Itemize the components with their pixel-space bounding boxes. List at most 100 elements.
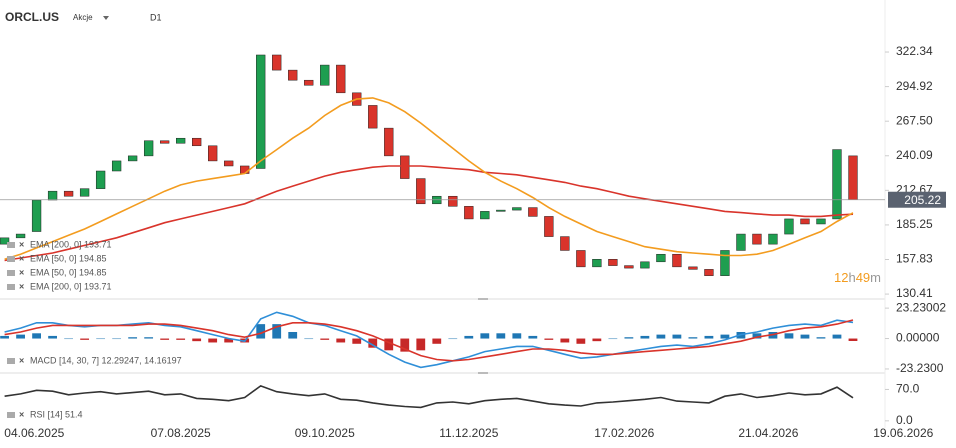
candle — [768, 233, 778, 245]
histogram-bar — [80, 338, 90, 340]
candle — [736, 233, 746, 251]
legend-icon — [7, 242, 15, 248]
candle — [656, 253, 666, 263]
histogram-bar — [288, 331, 298, 339]
panel-handle[interactable] — [478, 298, 488, 300]
countdown-part: m — [870, 270, 881, 285]
histogram-bar — [448, 338, 458, 340]
x-tick-label: 11.12.2025 — [439, 426, 498, 440]
histogram-bar — [0, 335, 9, 339]
legend-close: × — [19, 267, 24, 277]
countdown-part: 49 — [856, 270, 870, 285]
candle — [848, 155, 858, 200]
histogram-bar — [112, 338, 122, 340]
candle — [464, 206, 474, 220]
histogram-bar — [384, 338, 394, 351]
histogram-bar — [256, 324, 266, 339]
y-tick-label: 240.09 — [896, 148, 933, 162]
legend-icon — [7, 256, 15, 262]
macd-line — [4, 311, 854, 369]
candle — [576, 250, 586, 268]
histogram-bar — [784, 333, 794, 339]
legend-icon — [7, 358, 15, 364]
histogram-bar — [480, 333, 490, 339]
candle — [143, 140, 154, 157]
histogram-bar — [368, 338, 378, 348]
candle — [159, 140, 170, 144]
candle — [192, 137, 202, 147]
legend-icon — [7, 284, 15, 290]
legend-close: × — [19, 281, 24, 291]
macd-line — [4, 319, 854, 362]
histogram-bar — [176, 338, 186, 340]
histogram-bar — [48, 335, 57, 339]
histogram-bar — [336, 338, 346, 343]
candle — [111, 160, 122, 172]
legend-entry: EMA [200, 0] 193.71 — [30, 239, 112, 249]
ema-line — [4, 165, 854, 262]
histogram-bar — [816, 337, 826, 339]
x-tick-label: 17.02.2026 — [594, 426, 654, 440]
histogram-bar — [128, 337, 138, 339]
candle — [384, 127, 394, 157]
y-tick-label: 23.23002 — [896, 300, 946, 314]
legend-icon — [7, 270, 15, 276]
candle — [560, 236, 570, 251]
histogram-bar — [560, 338, 570, 343]
y-tick-label: 0.00000 — [896, 331, 940, 345]
candle — [688, 266, 698, 270]
candle — [63, 190, 74, 197]
candle — [127, 155, 138, 162]
histogram-bar — [64, 338, 74, 340]
candle — [640, 261, 650, 269]
legend-close: × — [19, 355, 24, 365]
candle — [208, 145, 218, 162]
candle — [320, 64, 330, 86]
panel-handle[interactable] — [478, 372, 488, 374]
histogram-bar — [800, 334, 810, 339]
histogram-bar — [272, 324, 282, 339]
candle — [592, 259, 602, 268]
candle — [336, 64, 346, 94]
countdown-part: h — [848, 270, 855, 285]
histogram-bar — [528, 335, 538, 339]
histogram-bar — [96, 338, 106, 340]
y-tick-label: -23.2300 — [896, 361, 944, 375]
candle — [816, 218, 826, 225]
candle — [608, 259, 618, 266]
y-tick-label: 130.41 — [896, 286, 933, 300]
histogram-bar — [416, 338, 426, 351]
y-tick-label: 185.25 — [896, 217, 933, 231]
countdown: 12h49m — [834, 270, 881, 285]
histogram-bar — [16, 334, 25, 339]
histogram-bar — [848, 338, 858, 341]
x-tick-label: 07.08.2025 — [151, 426, 211, 440]
histogram-bar — [752, 333, 762, 339]
timeframe[interactable]: D1 — [150, 12, 162, 22]
candle — [528, 207, 538, 217]
legend-entry: EMA [50, 0] 194.85 — [30, 267, 107, 277]
histogram-bar — [432, 338, 442, 344]
asset-class: Akcje — [73, 13, 93, 22]
x-tick-label: 19.06.2026 — [873, 426, 933, 440]
candle — [416, 178, 426, 205]
dropdown-arrow[interactable] — [103, 16, 109, 20]
candle — [368, 105, 378, 129]
candle — [832, 149, 842, 220]
symbol[interactable]: ORCL.US — [5, 10, 59, 24]
candle — [256, 54, 266, 169]
histogram-bar — [352, 338, 362, 344]
candle — [704, 269, 714, 276]
histogram-bar — [224, 338, 234, 343]
y-tick-label: 267.50 — [896, 113, 933, 127]
histogram-bar — [832, 334, 842, 339]
last-price-box — [888, 191, 946, 208]
candle — [79, 188, 90, 197]
candle — [720, 250, 730, 276]
histogram-bar — [144, 337, 154, 339]
histogram-bar — [320, 338, 330, 340]
candle — [512, 207, 522, 211]
legend-close: × — [19, 409, 24, 419]
y-tick-label: 70.0 — [896, 382, 920, 396]
histogram-bar — [464, 335, 474, 339]
